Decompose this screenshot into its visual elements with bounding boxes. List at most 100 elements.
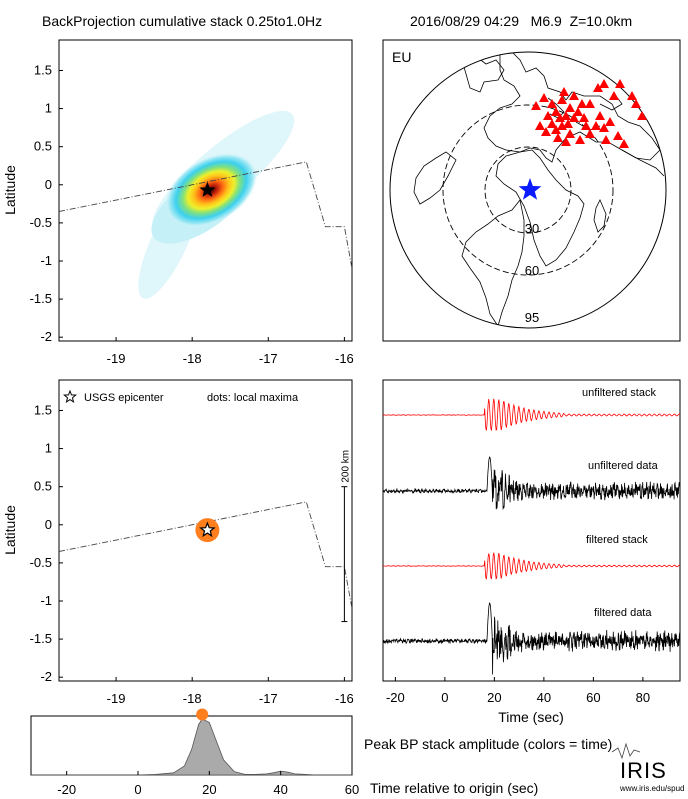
station-triangle-icon — [599, 79, 609, 88]
legend-star-icon — [63, 389, 77, 404]
x-tick-label: 60 — [345, 782, 359, 797]
peak-amplitude-panel: -20 0 20 40 60 Peak BP stack amplitude (colo… — [30, 708, 612, 797]
trace-label-unfiltered-stack: unfiltered stack — [582, 387, 656, 399]
trace-label-filtered-data: filtered data — [594, 607, 652, 619]
x-tick-label: 20 — [202, 782, 216, 797]
station-map-panel: EU 30 60 95 — [382, 39, 681, 342]
x-tick-label: 40 — [537, 690, 551, 705]
station-triangle-icon — [631, 99, 641, 108]
x-tick-label: 20 — [487, 690, 501, 705]
x-tick-label: 0 — [134, 782, 141, 797]
station-triangle-icon — [585, 129, 595, 138]
y-tick-label: 0.5 — [34, 479, 52, 494]
x-tick-label: -18 — [183, 351, 202, 366]
y-tick-label: -1 — [40, 253, 52, 268]
x-tick-label: -18 — [183, 691, 202, 706]
station-triangle-icon — [565, 129, 575, 138]
trace-label-filtered-stack: filtered stack — [586, 534, 648, 546]
axis-ticks: -19 -18 -17 -16 1.5 1 0.5 0 -0.5 -1 -1.5 -2 — [30, 62, 354, 366]
station-triangle-icon — [577, 99, 587, 108]
panel-frame — [382, 379, 681, 682]
heatmap-blob — [138, 110, 295, 299]
station-triangle-icon — [579, 113, 589, 122]
axis-ticks: -20 0 20 40 60 — [57, 771, 359, 797]
trace-3 — [382, 602, 681, 675]
iris-logo: IRIS www.iris.edu/spud — [611, 742, 684, 793]
station-triangle-icon — [591, 121, 601, 130]
station-triangle-icon — [627, 91, 637, 100]
y-tick-label: 0 — [45, 517, 52, 532]
logo-url: www.iris.edu/spud — [619, 784, 684, 793]
station-triangle-icon — [595, 111, 605, 120]
station-triangle-icon — [569, 113, 579, 122]
station-triangle-icon — [575, 135, 585, 144]
station-triangle-icon — [569, 91, 579, 100]
station-triangle-icon — [593, 83, 603, 92]
epicenter-star-shape — [518, 178, 542, 200]
y-tick-label: -0.5 — [30, 215, 52, 230]
station-triangle-icon — [637, 111, 647, 120]
array-label: EU — [392, 49, 411, 65]
station-triangle-icon — [563, 119, 573, 128]
legend-star-shape — [63, 389, 77, 404]
epicenter-blue-star-icon — [518, 178, 542, 200]
plate-boundary-line — [59, 161, 352, 269]
ring-label: 95 — [525, 310, 539, 325]
epicenter-star-shape — [199, 181, 216, 197]
station-triangle-icon — [561, 137, 571, 146]
peak-amplitude-area — [31, 718, 352, 776]
axis-ticks: -20 0 20 40 60 80 — [386, 677, 650, 705]
station-triangle-icon — [581, 121, 591, 130]
x-tick-label: -20 — [386, 690, 405, 705]
y-tick-label: 1.5 — [34, 402, 52, 417]
local-maxima-panel: -19 -18 -17 -16 1.5 1 0.5 0 -0.5 -1 -1.5 -2 Latitud… — [2, 379, 354, 706]
station-triangle-icon — [547, 99, 557, 108]
station-triangle-icon — [551, 107, 561, 116]
legend-dots-label: dots: local maxima — [207, 392, 299, 404]
epicenter-star-icon — [199, 181, 216, 197]
epicenter-star-icon — [199, 521, 216, 538]
x-tick-label: 0 — [441, 690, 448, 705]
y-tick-label: 0.5 — [34, 139, 52, 154]
x-axis-label: Time (sec) — [498, 709, 564, 725]
plate-boundary — [59, 501, 352, 609]
y-tick-label: -1.5 — [30, 291, 52, 306]
x-tick-label: -20 — [57, 782, 76, 797]
station-triangles — [531, 79, 647, 148]
station-triangle-icon — [609, 91, 619, 100]
station-triangle-icon — [615, 79, 625, 88]
station-triangle-icon — [553, 133, 563, 142]
scale-bar — [341, 486, 348, 623]
y-tick-label: 0 — [45, 177, 52, 192]
legend-epicenter-label: USGS epicenter — [84, 392, 164, 404]
cumulative-stack-panel: -19 -18 -17 -16 1.5 1 0.5 0 -0.5 -1 -1.5 -2 Latitud… — [2, 39, 354, 366]
x-tick-label: -16 — [335, 351, 354, 366]
station-triangle-icon — [561, 111, 571, 120]
waveform-traces — [382, 398, 681, 675]
local-maxima-points — [195, 518, 220, 543]
x-tick-label: 40 — [273, 782, 287, 797]
station-triangle-icon — [531, 101, 541, 110]
station-triangle-icon — [573, 107, 583, 116]
trace-2 — [382, 552, 681, 580]
x-tick-label: -19 — [107, 691, 126, 706]
y-tick-label: -1.5 — [30, 631, 52, 646]
trace-label-unfiltered-data: unfiltered data — [588, 460, 659, 472]
x-tick-label: -17 — [259, 351, 278, 366]
station-triangle-icon — [551, 125, 561, 134]
y-tick-label: 1 — [45, 101, 52, 116]
plate-boundary-line — [59, 501, 352, 609]
station-triangle-icon — [541, 127, 551, 136]
ring-label: 30 — [525, 221, 539, 236]
station-triangle-icon — [535, 121, 545, 130]
trace-1 — [382, 456, 681, 510]
y-tick-label: -0.5 — [30, 555, 52, 570]
station-triangle-icon — [613, 131, 623, 140]
y-axis-label: Latitude — [2, 505, 18, 555]
distance-ring — [442, 104, 614, 276]
x-tick-label: -17 — [259, 691, 278, 706]
y-tick-label: 1.5 — [34, 62, 52, 77]
distance-ring — [484, 146, 572, 234]
axis-ticks: -19 -18 -17 -16 1.5 1 0.5 0 -0.5 -1 -1.5 -2 — [30, 402, 354, 706]
